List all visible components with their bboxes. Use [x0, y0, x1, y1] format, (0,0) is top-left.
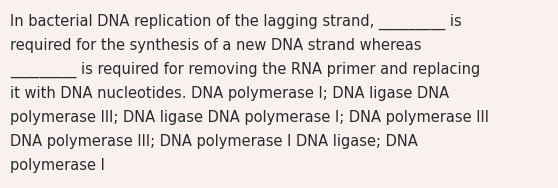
- Text: _________ is required for removing the RNA primer and replacing: _________ is required for removing the R…: [10, 62, 480, 78]
- Text: polymerase III; DNA ligase DNA polymerase I; DNA polymerase III: polymerase III; DNA ligase DNA polymeras…: [10, 110, 489, 125]
- Text: polymerase I: polymerase I: [10, 158, 105, 173]
- Text: required for the synthesis of a new DNA strand whereas: required for the synthesis of a new DNA …: [10, 38, 421, 53]
- Text: DNA polymerase III; DNA polymerase I DNA ligase; DNA: DNA polymerase III; DNA polymerase I DNA…: [10, 134, 418, 149]
- Text: In bacterial DNA replication of the lagging strand, _________ is: In bacterial DNA replication of the lagg…: [10, 14, 462, 30]
- Text: it with DNA nucleotides. DNA polymerase I; DNA ligase DNA: it with DNA nucleotides. DNA polymerase …: [10, 86, 449, 101]
